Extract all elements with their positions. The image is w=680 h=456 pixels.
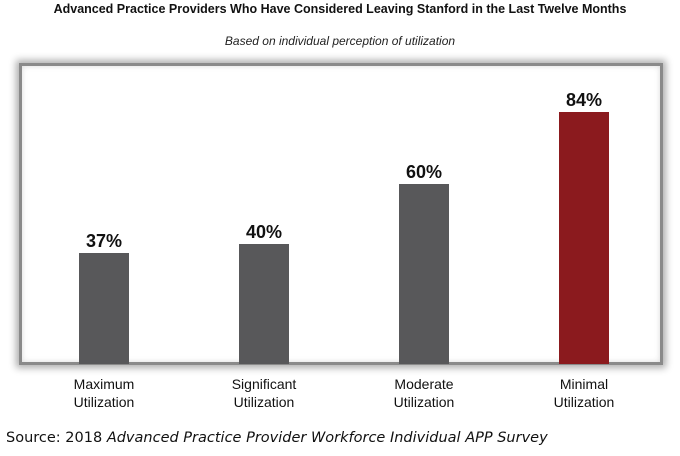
bar-value-label-1: 40% (246, 222, 282, 242)
chart-subtitle: Based on individual perception of utiliz… (224, 34, 456, 48)
category-label-3: Minimal Utilization (553, 376, 615, 410)
bar-2 (399, 184, 449, 364)
bar-value-label-0: 37% (86, 231, 122, 251)
source-title: Advanced Practice Provider Workforce Ind… (106, 430, 548, 446)
bar-value-label-2: 60% (406, 162, 442, 182)
source-prefix: Source: 2018 (6, 430, 107, 446)
bar-value-label-3: 84% (566, 90, 602, 110)
category-label-1: Significant Utilization (231, 376, 297, 410)
bar-3 (559, 112, 609, 364)
category-label-2: Moderate Utilization (393, 376, 455, 410)
bar-0 (79, 253, 129, 364)
bar-1 (239, 244, 289, 364)
category-label-0: Maximum Utilization (73, 376, 135, 410)
source-note: Source: 2018 Advanced Practice Provider … (6, 430, 548, 446)
chart-title: Advanced Practice Providers Who Have Con… (53, 2, 627, 16)
